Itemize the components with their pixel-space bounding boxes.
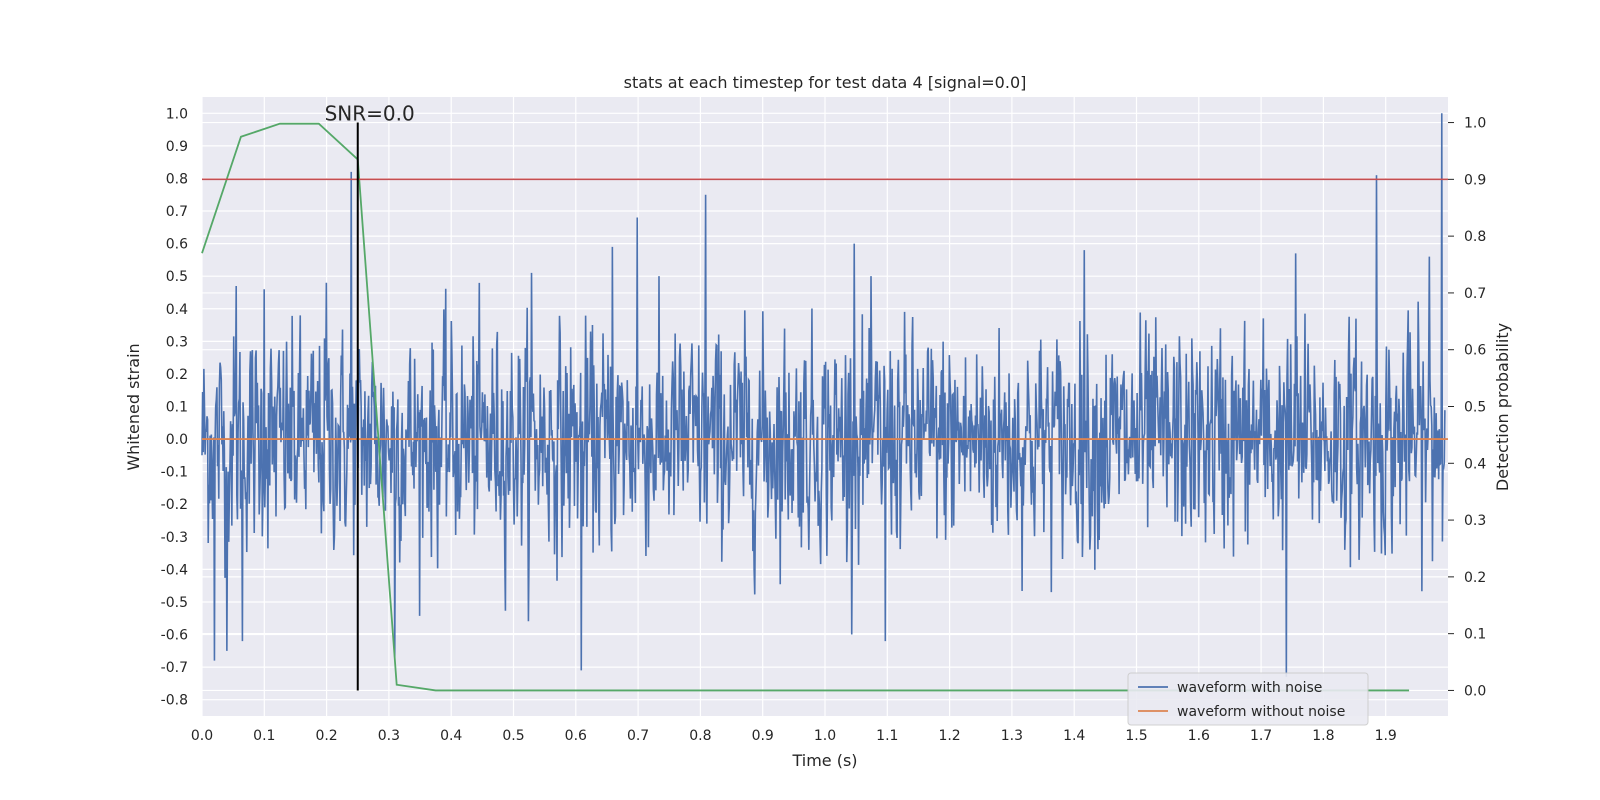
y-right-tick-label: 0.6: [1464, 343, 1486, 359]
y-right-tick-label: 0.0: [1464, 683, 1486, 699]
y-right-axis-label: Detection probability: [1493, 323, 1512, 491]
y-tick-label: 0.3: [166, 334, 188, 350]
y-right-tick-label: 0.5: [1464, 400, 1486, 416]
x-tick-label: 0.1: [253, 728, 275, 744]
y-tick-label: -0.3: [161, 530, 188, 546]
y-right-tick-label: 0.7: [1464, 286, 1486, 302]
x-tick-labels: 0.0 0.1 0.2 0.3 0.4 0.5 0.6 0.7 0.8 0.9 1.0 1.1 1.2 1…: [191, 728, 1397, 744]
y-right-tick-label: 0.2: [1464, 570, 1486, 586]
y-tick-label: 0.5: [166, 269, 188, 285]
x-tick-label: 1.0: [814, 728, 836, 744]
x-tick-label: 0.5: [502, 728, 524, 744]
y-right-tick-label: 0.4: [1464, 456, 1486, 472]
x-tick-label: 0.3: [378, 728, 400, 744]
y-right-tick-labels: 1.0 0.9 0.8 0.7 0.6 0.5 0.4 0.3 0.2 0.1 0.0: [1448, 116, 1486, 699]
x-tick-label: 0.2: [315, 728, 337, 744]
y-tick-label: -0.6: [161, 628, 188, 644]
y-tick-label: 0.8: [166, 171, 188, 187]
legend-label-waveform-with-noise: waveform with noise: [1177, 680, 1322, 696]
x-tick-label: 1.9: [1375, 728, 1397, 744]
y-axis-label: Whitened strain: [124, 343, 143, 470]
y-tick-label: 0.9: [166, 139, 188, 155]
y-tick-label: 1.0: [166, 106, 188, 122]
y-tick-label: -0.2: [161, 497, 188, 513]
legend-box: [1127, 672, 1369, 726]
x-tick-label: 1.4: [1063, 728, 1085, 744]
x-tick-label: 0.9: [752, 728, 774, 744]
x-tick-label: 0.6: [565, 728, 587, 744]
y-tick-label: 0.0: [166, 432, 188, 448]
y-tick-label: -0.7: [161, 660, 188, 676]
chart-title: stats at each timestep for test data 4 […: [624, 73, 1027, 92]
x-tick-label: 1.5: [1125, 728, 1147, 744]
y-right-tick-label: 0.8: [1464, 229, 1486, 245]
x-tick-label: 1.7: [1250, 728, 1272, 744]
y-tick-label: -0.5: [161, 595, 188, 611]
x-tick-label: 0.0: [191, 728, 213, 744]
y-tick-label: -0.1: [161, 465, 188, 481]
y-tick-label: -0.8: [161, 693, 188, 709]
y-tick-label: 0.1: [166, 400, 188, 416]
snr-annotation: SNR=0.0: [325, 102, 415, 126]
x-tick-label: 0.7: [627, 728, 649, 744]
annotation-layer: SNR=0.0: [202, 102, 1448, 691]
x-tick-label: 1.2: [938, 728, 960, 744]
x-tick-label: 1.8: [1312, 728, 1334, 744]
legend: waveform with noise waveform without noi…: [1127, 672, 1369, 726]
x-tick-label: 1.3: [1001, 728, 1023, 744]
y-tick-label: 0.7: [166, 204, 188, 220]
y-tick-label: 0.6: [166, 237, 188, 253]
y-tick-labels: 1.0 0.9 0.8 0.7 0.6 0.5 0.4 0.3 0.2 0.1 0.0 -0.1 -0.…: [161, 106, 188, 708]
y-tick-label: 0.4: [166, 302, 188, 318]
x-tick-label: 1.1: [876, 728, 898, 744]
y-right-tick-label: 1.0: [1464, 116, 1486, 132]
x-tick-label: 0.8: [689, 728, 711, 744]
y-right-tick-label: 0.9: [1464, 172, 1486, 188]
legend-label-waveform-without-noise: waveform without noise: [1177, 704, 1345, 720]
x-axis-label: Time (s): [791, 751, 857, 770]
y-right-tick-label: 0.1: [1464, 627, 1486, 643]
x-tick-label: 1.6: [1188, 728, 1210, 744]
x-tick-label: 0.4: [440, 728, 462, 744]
y-right-tick-label: 0.3: [1464, 513, 1486, 529]
y-tick-label: -0.4: [161, 562, 188, 578]
series-waveform-with-noise: [201, 113, 1446, 677]
y-tick-label: 0.2: [166, 367, 188, 383]
